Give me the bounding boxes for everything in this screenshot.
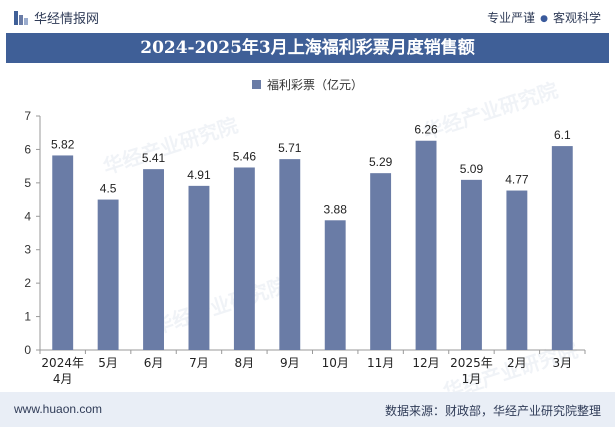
bar bbox=[461, 179, 482, 350]
data-label: 5.46 bbox=[233, 149, 257, 163]
bar bbox=[551, 146, 573, 350]
x-tick-label-line: 1月 bbox=[462, 372, 482, 386]
footer-source: 数据来源：财政部，华经产业研究院整理 bbox=[384, 404, 601, 418]
bar bbox=[279, 159, 301, 350]
x-tick-label: 8月 bbox=[235, 356, 255, 370]
chart-title: 2024-2025年3月上海福利彩票月度销售额 bbox=[140, 38, 475, 58]
x-tick-label-line: 7月 bbox=[189, 356, 209, 370]
data-label: 5.41 bbox=[142, 151, 166, 165]
bar bbox=[506, 190, 528, 350]
legend-label: 福利彩票（亿元） bbox=[266, 78, 363, 92]
bar bbox=[370, 173, 392, 350]
x-tick-label-line: 3月 bbox=[552, 356, 572, 370]
y-tick-label: 5 bbox=[24, 176, 31, 190]
data-label: 3.88 bbox=[324, 202, 348, 216]
data-label: 5.09 bbox=[460, 162, 484, 176]
x-tick-label: 5月 bbox=[98, 356, 118, 370]
x-tick-label-line: 2025年 bbox=[450, 356, 493, 370]
y-tick-label: 7 bbox=[24, 109, 31, 123]
legend-swatch bbox=[251, 80, 261, 89]
x-tick-label-line: 10月 bbox=[322, 356, 349, 370]
data-label: 4.91 bbox=[187, 168, 211, 182]
logo-icon bbox=[14, 10, 28, 25]
x-tick-label: 6月 bbox=[144, 356, 164, 370]
y-tick-label: 1 bbox=[24, 310, 31, 324]
x-tick-label-line: 2024年 bbox=[41, 356, 84, 370]
x-tick-label: 2024年 4月 bbox=[41, 356, 84, 386]
footer: www.huaon.com 数据来源：财政部，华经产业研究院整理 bbox=[0, 392, 615, 427]
data-label: 6.1 bbox=[554, 128, 571, 142]
x-tick-label: 2月 bbox=[507, 356, 527, 370]
y-tick-label: 2 bbox=[24, 276, 31, 290]
data-label: 4.5 bbox=[100, 182, 117, 196]
x-tick-label-line: 12月 bbox=[412, 356, 439, 370]
bar bbox=[233, 167, 255, 350]
y-tick-label: 6 bbox=[24, 142, 31, 156]
bar bbox=[52, 155, 74, 350]
data-label: 6.26 bbox=[414, 123, 438, 137]
y-tick-label: 0 bbox=[24, 343, 31, 357]
x-tick-label: 3月 bbox=[552, 356, 572, 370]
x-tick-label: 7月 bbox=[189, 356, 209, 370]
tagline-right: 客观科学 bbox=[552, 11, 601, 25]
logo: 华经情报网 bbox=[14, 8, 99, 27]
bar bbox=[97, 199, 119, 350]
logo-text: 华经情报网 bbox=[34, 12, 100, 27]
bullet-icon: ● bbox=[540, 14, 548, 24]
data-label: 5.29 bbox=[369, 155, 393, 169]
x-tick-label: 2025年 1月 bbox=[450, 356, 493, 386]
x-tick-label-line: 8月 bbox=[235, 356, 255, 370]
x-tick-label: 12月 bbox=[412, 356, 439, 370]
bar bbox=[415, 140, 437, 350]
x-tick-label-line: 2月 bbox=[507, 356, 527, 370]
x-tick-label-line: 4月 bbox=[53, 372, 73, 386]
data-label: 5.82 bbox=[51, 137, 75, 151]
bar bbox=[143, 169, 164, 350]
x-tick-label: 9月 bbox=[280, 356, 300, 370]
x-tick-label-line: 11月 bbox=[367, 356, 394, 370]
bar-chart: 0 1 2 3 4 5 6 7 5.82 2024年 4月 4.5 5月 5.41 6月 4.91 7月 5.46… bbox=[24, 109, 586, 386]
bar bbox=[188, 185, 210, 350]
tagline-left: 专业严谨 bbox=[487, 11, 536, 25]
x-tick-label: 11月 bbox=[367, 356, 394, 370]
tagline: 专业严谨 ● 客观科学 bbox=[487, 9, 601, 26]
title-bar: 2024-2025年3月上海福利彩票月度销售额 bbox=[6, 33, 609, 63]
x-tick-label-line: 9月 bbox=[280, 356, 300, 370]
y-tick-label: 3 bbox=[24, 243, 31, 257]
top-bar: 华经情报网 专业严谨 ● 客观科学 bbox=[0, 0, 615, 32]
legend: 福利彩票（亿元） bbox=[0, 76, 615, 93]
data-label: 5.71 bbox=[278, 141, 302, 155]
y-tick-label: 4 bbox=[24, 209, 31, 223]
x-tick-label-line: 6月 bbox=[144, 356, 164, 370]
data-label: 4.77 bbox=[505, 173, 529, 187]
footer-url: www.huaon.com bbox=[14, 402, 103, 416]
bar bbox=[324, 220, 346, 350]
x-tick-label: 10月 bbox=[322, 356, 349, 370]
x-tick-label-line: 5月 bbox=[98, 356, 118, 370]
